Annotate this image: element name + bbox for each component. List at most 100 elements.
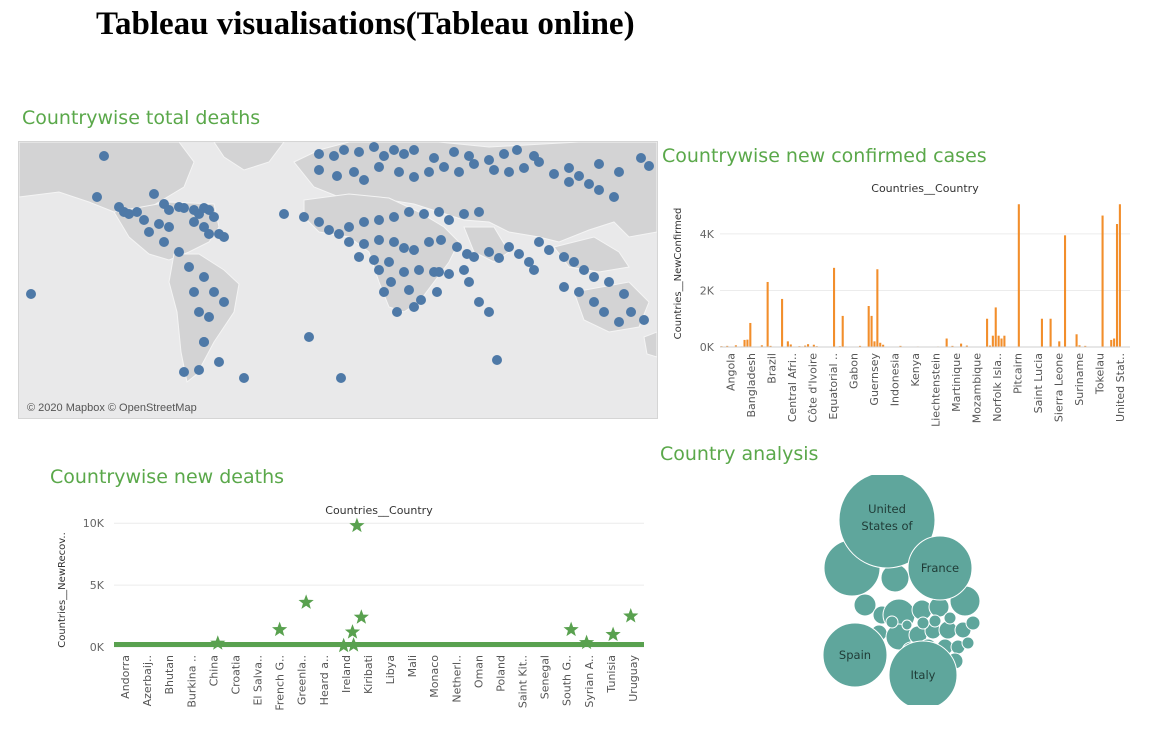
- star-x-tick-label: Mali: [406, 655, 419, 677]
- bar-y-tick-label: 0K: [700, 341, 715, 354]
- bar: [1118, 204, 1121, 347]
- map-country-marker: [164, 222, 174, 232]
- bar: [986, 318, 989, 347]
- map-country-marker: [614, 317, 624, 327]
- map-country-marker: [469, 252, 479, 262]
- star-x-tick-label: Netherl..: [450, 655, 463, 703]
- analysis-bubble-label: United: [868, 502, 906, 516]
- map-country-marker: [299, 212, 309, 222]
- map-country-marker: [414, 265, 424, 275]
- map-country-marker: [392, 307, 402, 317]
- map-country-marker: [374, 235, 384, 245]
- map-country-marker: [332, 171, 342, 181]
- map-country-marker: [204, 312, 214, 322]
- map-country-marker: [374, 162, 384, 172]
- analysis-bubble-labeled: [822, 622, 888, 688]
- map-country-marker: [534, 157, 544, 167]
- map-country-marker: [436, 235, 446, 245]
- analysis-bubble: [943, 611, 957, 625]
- analysis-section-title: Country analysis: [660, 443, 819, 465]
- map-country-marker: [404, 285, 414, 295]
- map-country-marker: [449, 147, 459, 157]
- map-country-marker: [386, 277, 396, 287]
- bar: [1003, 335, 1006, 347]
- bar: [870, 315, 873, 347]
- map-country-marker: [204, 205, 214, 215]
- bar: [1101, 215, 1104, 347]
- map-country-marker: [494, 253, 504, 263]
- analysis-bubble-label: France: [921, 561, 959, 575]
- map-country-marker: [459, 209, 469, 219]
- map-country-marker: [424, 167, 434, 177]
- star-point: [344, 624, 361, 639]
- bar-x-tick-label: Angola: [724, 353, 737, 391]
- bar: [1110, 339, 1113, 347]
- map-country-marker: [314, 149, 324, 159]
- map-country-marker: [214, 357, 224, 367]
- map-country-marker: [399, 267, 409, 277]
- map-country-marker: [589, 272, 599, 282]
- map-country-marker: [204, 229, 214, 239]
- bar: [1113, 338, 1116, 347]
- analysis-bubble: [965, 615, 981, 631]
- map-country-marker: [614, 167, 624, 177]
- map-country-marker: [579, 265, 589, 275]
- analysis-bubble-labeled: [838, 475, 936, 569]
- bar-x-tick-label: Liechtenstein: [929, 353, 942, 427]
- map-country-marker: [514, 249, 524, 259]
- bar: [766, 281, 769, 347]
- bar: [879, 342, 882, 347]
- map-country-marker: [474, 297, 484, 307]
- map-country-marker: [394, 167, 404, 177]
- map-country-marker: [636, 153, 646, 163]
- star-x-tick-label: Oman: [472, 655, 485, 688]
- bar: [1017, 204, 1020, 347]
- bar-x-tick-label: Tokelau: [1093, 353, 1106, 395]
- star-point: [349, 517, 365, 533]
- map-country-marker: [399, 243, 409, 253]
- bar-x-tick-label: Gabon: [847, 353, 860, 389]
- star-x-tick-label: Tunisia: [605, 655, 618, 694]
- bar-y-tick-label: 4K: [700, 228, 715, 241]
- map-country-marker: [144, 227, 154, 237]
- star-y-tick-label: 5K: [90, 579, 105, 592]
- world-map[interactable]: © 2020 Mapbox © OpenStreetMap: [18, 141, 658, 419]
- bar: [746, 339, 749, 347]
- map-country-marker: [484, 247, 494, 257]
- bar: [807, 344, 810, 347]
- bar-x-tick-label: Kenya: [909, 353, 922, 387]
- map-country-marker: [339, 145, 349, 155]
- star-point: [210, 635, 226, 650]
- map-country-marker: [179, 367, 189, 377]
- analysis-bubble: [853, 593, 877, 617]
- star-x-tick-label: Ireland: [340, 655, 353, 693]
- star-point: [336, 637, 352, 653]
- map-country-marker: [564, 177, 574, 187]
- star-x-tick-label: Kiribati: [362, 655, 375, 694]
- bar: [899, 345, 902, 347]
- map-country-marker: [199, 337, 209, 347]
- star-x-tick-label: South G..: [561, 655, 574, 706]
- map-country-marker: [354, 252, 364, 262]
- bar: [804, 345, 807, 347]
- bar-x-tick-label: United Stat..: [1114, 353, 1127, 422]
- map-country-marker: [434, 267, 444, 277]
- star-x-tick-label: Burkina ..: [185, 655, 198, 708]
- bar-x-tick-label: Equatorial ..: [827, 353, 840, 420]
- bar: [882, 344, 885, 347]
- map-country-marker: [359, 217, 369, 227]
- bar: [749, 322, 752, 347]
- map-canvas[interactable]: [19, 142, 657, 418]
- star-point: [346, 637, 362, 652]
- bar-x-tick-label: Guernsey: [868, 353, 881, 406]
- star-point: [563, 621, 579, 637]
- bar: [858, 345, 862, 347]
- map-country-marker: [179, 203, 189, 213]
- map-country-marker: [474, 207, 484, 217]
- star-point: [272, 621, 288, 637]
- map-country-marker: [354, 147, 364, 157]
- star-point: [605, 626, 621, 642]
- map-country-marker: [314, 217, 324, 227]
- bar: [786, 341, 789, 347]
- map-country-marker: [409, 302, 419, 312]
